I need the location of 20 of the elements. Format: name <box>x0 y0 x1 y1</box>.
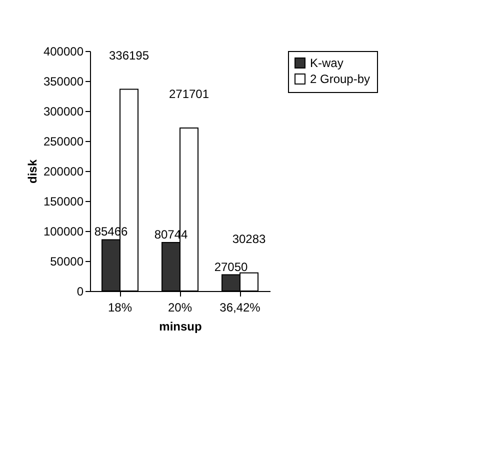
y-tick-label: 200000 <box>43 164 84 178</box>
y-tick-label: 400000 <box>43 44 84 58</box>
y-tick-label: 50000 <box>50 254 84 268</box>
y-tick-label: 150000 <box>43 194 84 208</box>
y-tick-label: 350000 <box>43 74 84 88</box>
y-tick-label: 0 <box>76 284 84 298</box>
legend-label: K-way <box>310 56 344 70</box>
x-axis-title: minsup <box>159 320 202 334</box>
x-tick-label: 20% <box>168 300 192 314</box>
data-label: 30283 <box>232 232 266 246</box>
x-tick-label: 36,42% <box>220 300 261 314</box>
x-tick-label: 18% <box>108 300 132 314</box>
data-label: 27050 <box>214 260 248 274</box>
y-tick-label: 300000 <box>43 104 84 118</box>
y-axis-title: disk <box>25 159 40 184</box>
y-tick-label: 100000 <box>43 224 84 238</box>
data-label: 271701 <box>168 86 210 101</box>
y-tick-label: 250000 <box>43 134 84 148</box>
data-label: 336195 <box>108 48 150 62</box>
legend-label: 2 Group-by <box>310 72 370 86</box>
